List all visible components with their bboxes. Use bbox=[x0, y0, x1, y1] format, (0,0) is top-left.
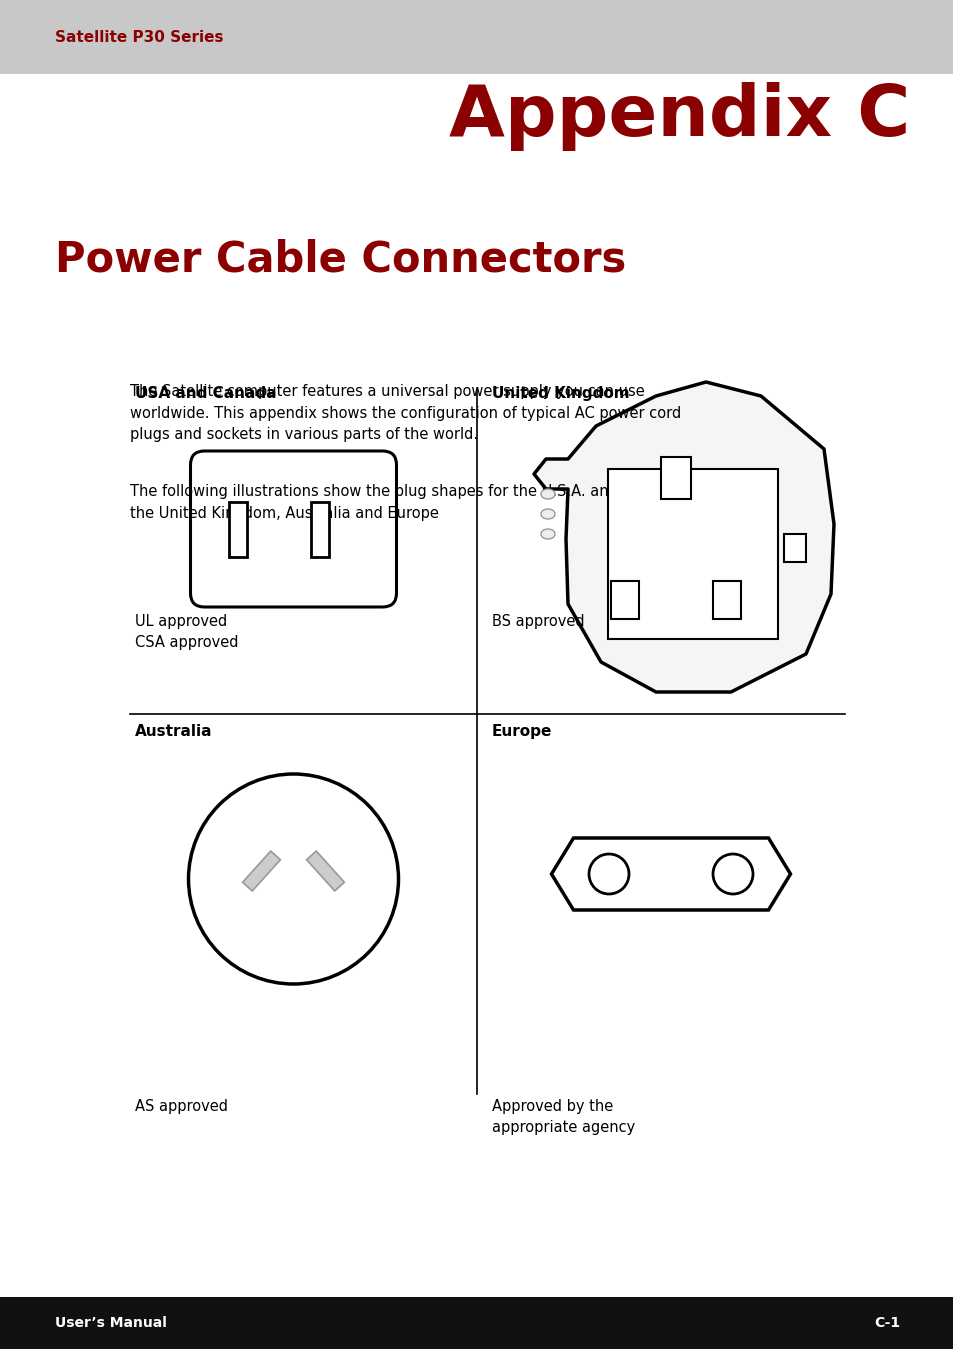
Bar bbox=[242, 851, 280, 890]
Bar bbox=[230, 502, 247, 557]
Bar bbox=[660, 457, 690, 499]
Bar bbox=[312, 502, 329, 557]
Text: AS approved: AS approved bbox=[135, 1099, 228, 1114]
FancyBboxPatch shape bbox=[191, 451, 396, 607]
Polygon shape bbox=[551, 838, 790, 911]
Text: Appendix C: Appendix C bbox=[448, 82, 909, 151]
Text: Europe: Europe bbox=[492, 724, 552, 739]
Text: User’s Manual: User’s Manual bbox=[55, 1317, 167, 1330]
Text: Power Cable Connectors: Power Cable Connectors bbox=[55, 239, 625, 281]
Text: USA and Canada: USA and Canada bbox=[135, 386, 276, 401]
Text: C-1: C-1 bbox=[873, 1317, 899, 1330]
Bar bbox=[712, 581, 740, 619]
Bar bbox=[783, 534, 805, 563]
Text: UL approved
CSA approved: UL approved CSA approved bbox=[135, 614, 238, 650]
Ellipse shape bbox=[540, 509, 555, 519]
Text: Australia: Australia bbox=[135, 724, 213, 739]
Text: BS approved: BS approved bbox=[492, 614, 584, 629]
Text: Approved by the
appropriate agency: Approved by the appropriate agency bbox=[492, 1099, 635, 1135]
Bar bbox=[0, 1296, 953, 1349]
Bar bbox=[610, 581, 639, 619]
Bar bbox=[607, 469, 778, 639]
Circle shape bbox=[712, 854, 752, 894]
Ellipse shape bbox=[540, 529, 555, 540]
Ellipse shape bbox=[540, 488, 555, 499]
Circle shape bbox=[588, 854, 628, 894]
Text: The Satellite computer features a universal power supply you can use
worldwide. : The Satellite computer features a univer… bbox=[130, 384, 680, 442]
Text: Satellite P30 Series: Satellite P30 Series bbox=[55, 30, 223, 45]
Polygon shape bbox=[534, 382, 833, 692]
Bar bbox=[0, 0, 953, 74]
Text: The following illustrations show the plug shapes for the U.S.A. and Canada,
the : The following illustrations show the plu… bbox=[130, 484, 682, 521]
Text: United Kingdom: United Kingdom bbox=[492, 386, 629, 401]
Circle shape bbox=[189, 774, 398, 983]
Bar bbox=[306, 851, 344, 890]
